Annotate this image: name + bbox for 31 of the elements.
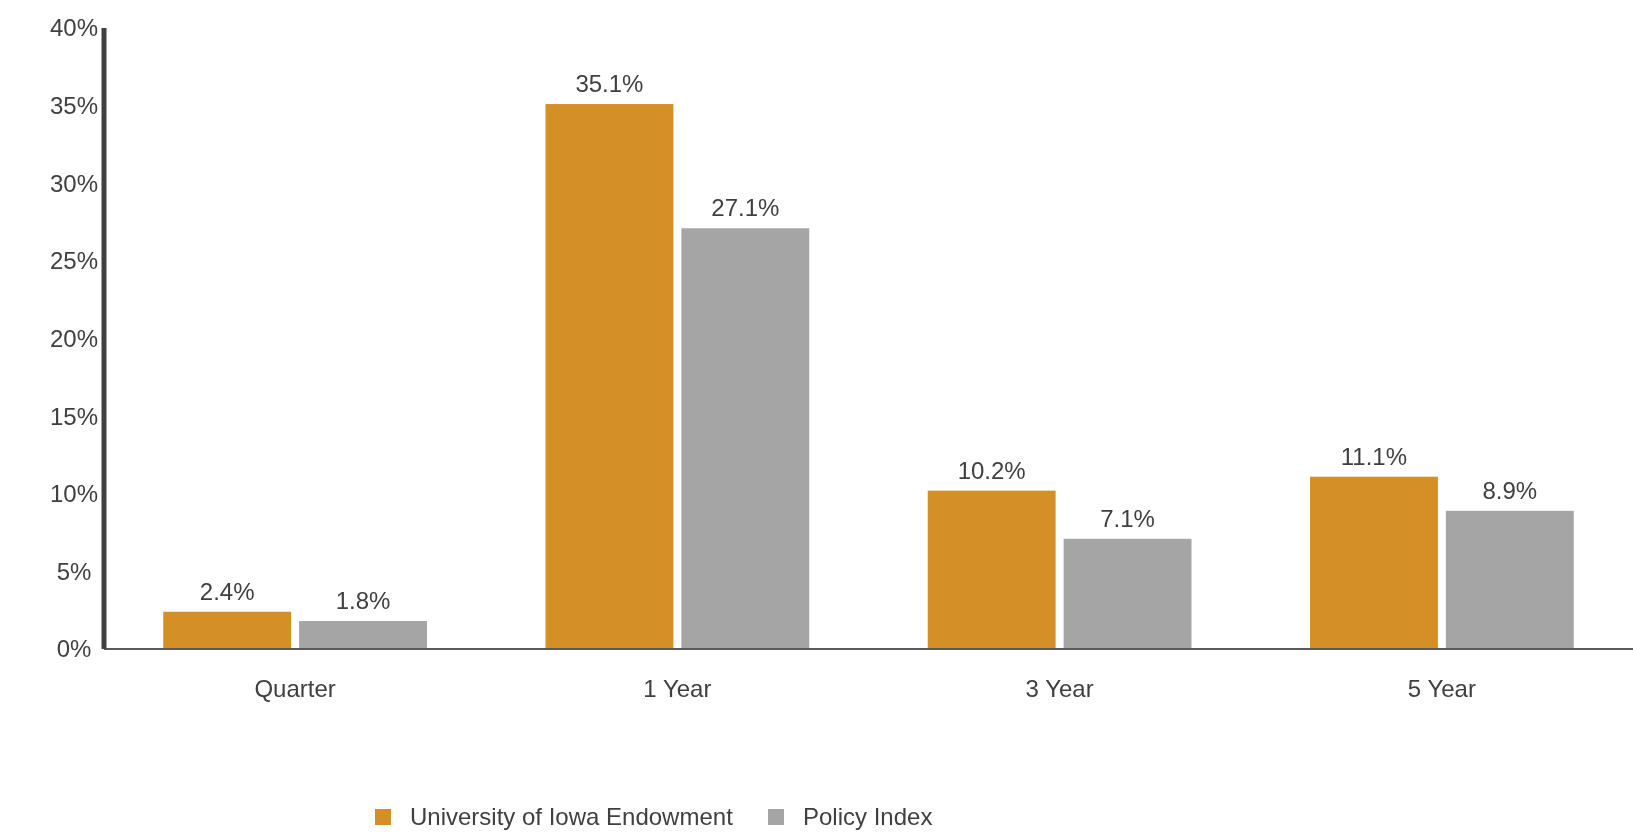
data-label: 35.1% (575, 70, 644, 98)
legend-label: University of Iowa Endowment (410, 803, 734, 831)
bar (927, 490, 1056, 649)
data-label: 11.1% (1340, 442, 1408, 470)
y-tick-label: 5% (56, 557, 92, 585)
y-tick-label: 10% (49, 480, 99, 508)
bar (1063, 538, 1192, 649)
bar (681, 228, 810, 649)
x-tick-label: Quarter (254, 675, 336, 703)
bar (545, 104, 674, 649)
y-tick-label: 35% (49, 92, 99, 120)
bar (163, 611, 292, 649)
data-label: 27.1% (711, 194, 780, 222)
bar (299, 621, 427, 649)
y-tick-label: 30% (49, 169, 99, 197)
y-tick-label: 20% (49, 324, 99, 352)
data-label: 7.1% (1100, 504, 1155, 532)
data-label: 1.8% (335, 587, 391, 615)
x-tick-label: 3 Year (1025, 675, 1094, 703)
y-tick-label: 40% (49, 14, 99, 42)
x-tick-label: 1 Year (643, 675, 712, 703)
bar (1310, 476, 1438, 649)
y-tick-label: 25% (49, 247, 99, 275)
x-tick-label: 5 Year (1407, 675, 1476, 703)
data-label: 8.9% (1482, 476, 1538, 504)
y-tick-label: 0% (56, 635, 92, 663)
bar (1445, 510, 1574, 649)
y-tick-label: 15% (49, 402, 99, 430)
data-label: 10.2% (957, 456, 1026, 484)
legend-label: Policy Index (803, 803, 933, 831)
data-label: 2.4% (199, 577, 255, 605)
